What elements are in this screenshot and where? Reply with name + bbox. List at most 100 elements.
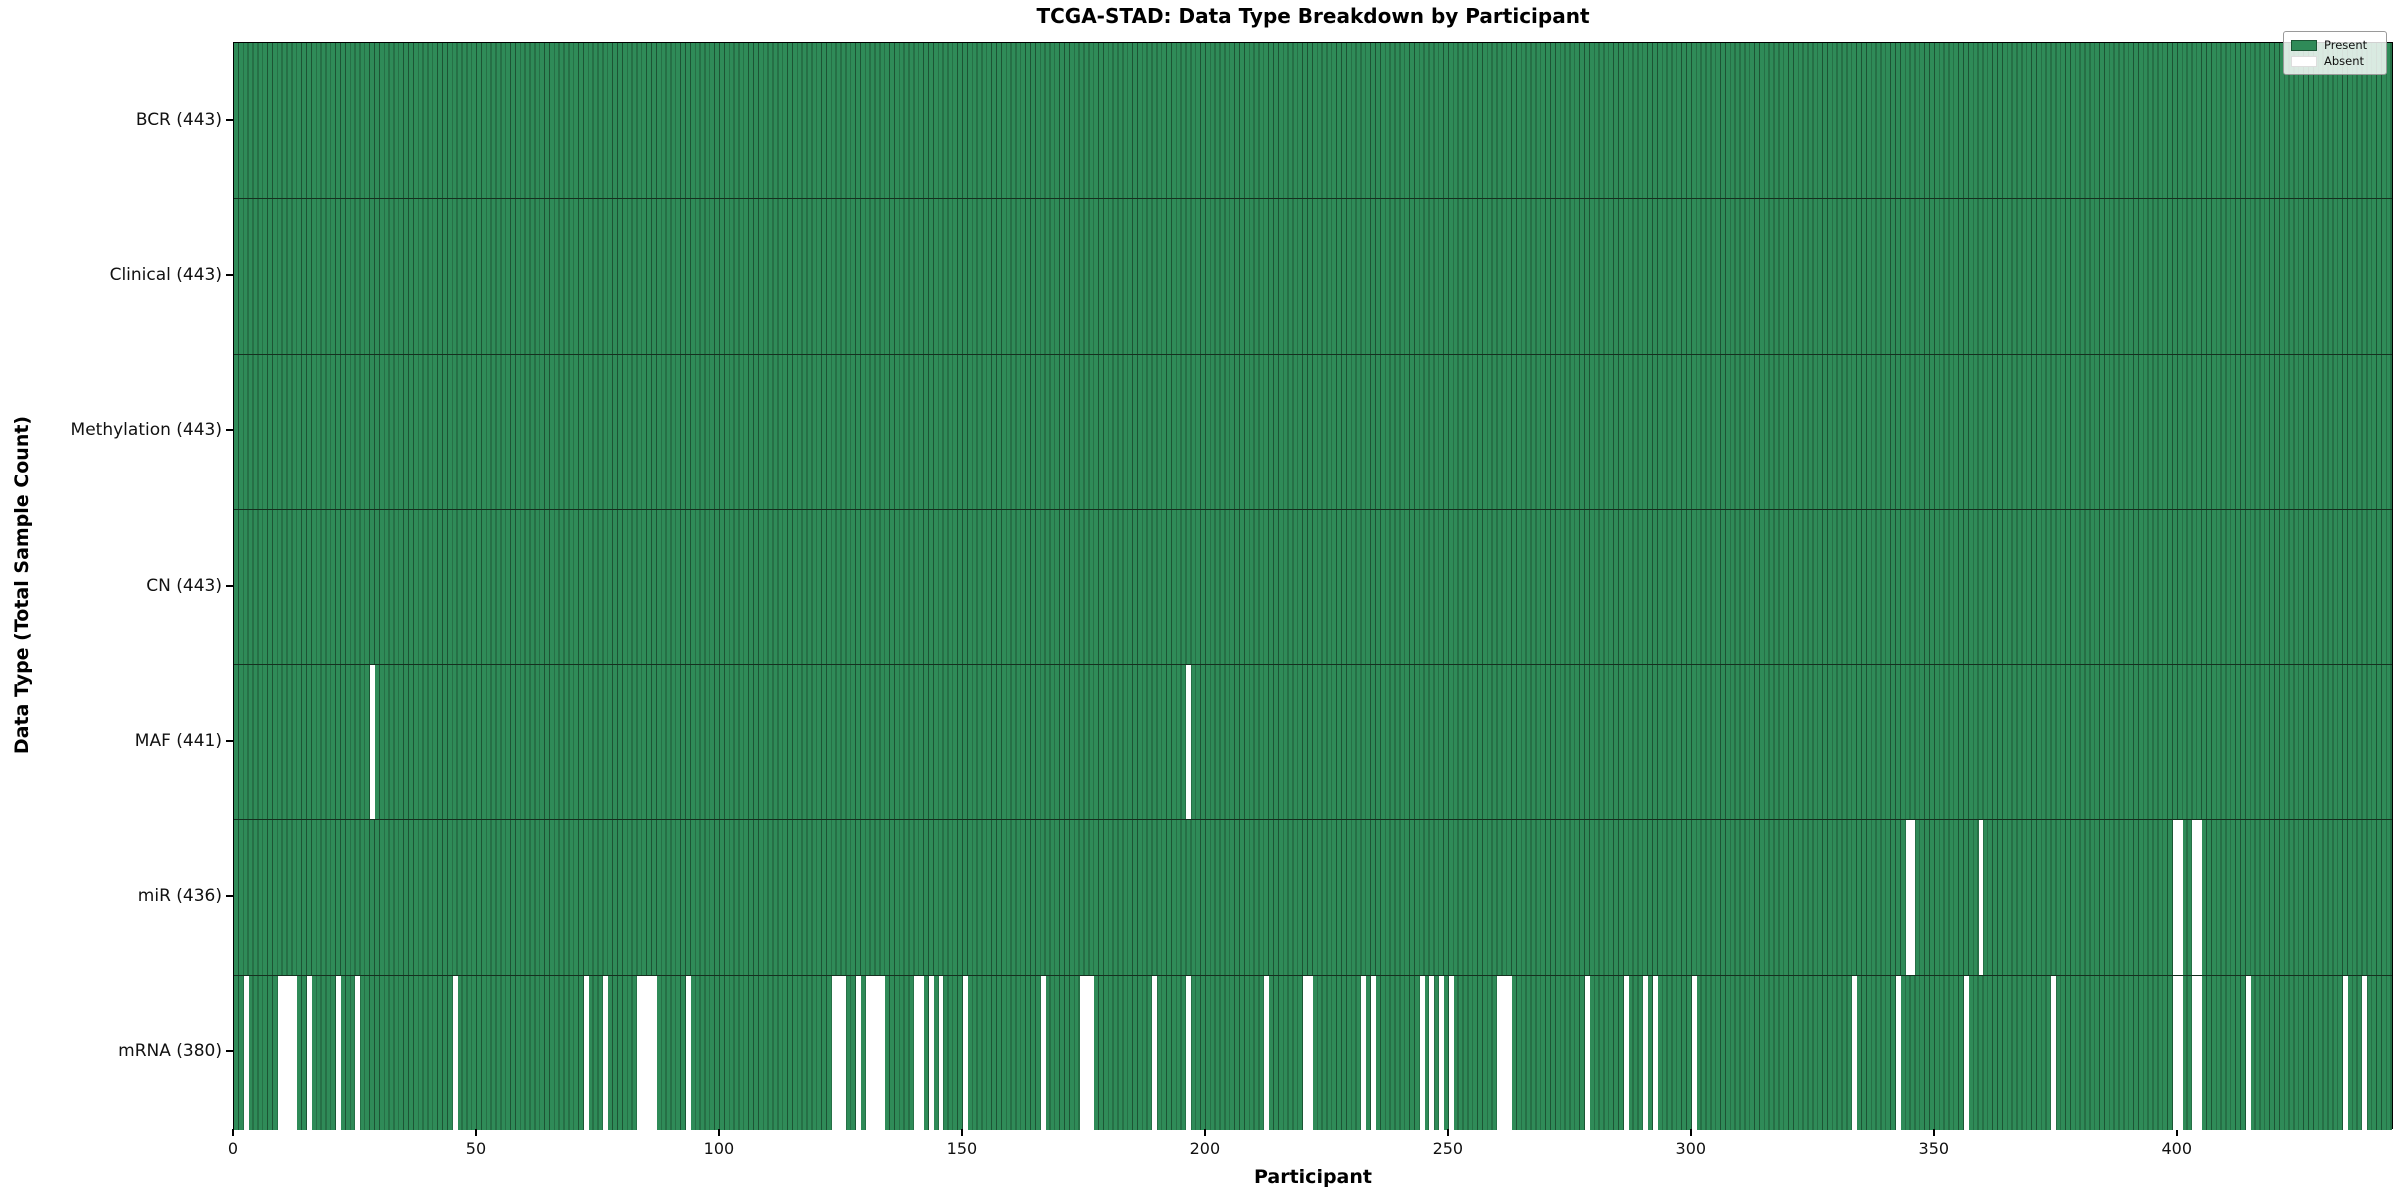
present-swatch-icon	[2291, 39, 2317, 51]
absent-cell	[647, 974, 652, 1130]
absent-cell	[1978, 819, 1984, 975]
x-tick-label: 300	[1675, 1139, 1707, 1158]
absent-cell	[831, 974, 837, 1130]
x-tick-label: 100	[703, 1139, 735, 1158]
absent-cell	[1852, 974, 1858, 1130]
absent-cell	[642, 974, 648, 1130]
y-tick-mark	[226, 895, 233, 898]
y-tick-mark	[226, 1050, 233, 1053]
absent-cell	[2362, 974, 2368, 1130]
absent-cell	[1439, 974, 1444, 1130]
absent-cell	[1089, 974, 1095, 1130]
absent-cell	[1419, 974, 1425, 1130]
x-tick-mark	[1446, 1129, 1449, 1136]
y-tick-label: MAF (441)	[134, 730, 222, 751]
y-tick-label: mRNA (380)	[118, 1041, 222, 1062]
absent-cell	[2342, 974, 2348, 1130]
absent-cell	[1307, 974, 1313, 1130]
x-axis-label: Participant	[1253, 1166, 1372, 1188]
x-tick-mark	[474, 1129, 477, 1136]
absent-cell	[243, 974, 249, 1130]
heatmap-row-clinical	[234, 198, 2392, 354]
legend-label-present: Present	[2324, 38, 2368, 52]
x-tick-mark	[717, 1129, 720, 1136]
absent-cell	[2192, 819, 2198, 975]
absent-cell	[1895, 974, 1901, 1130]
absent-cell	[1448, 974, 1454, 1130]
heatmap-row-methylation	[234, 353, 2392, 509]
y-tick-mark	[226, 739, 233, 742]
absent-cell	[1584, 974, 1590, 1130]
absent-cell	[1691, 974, 1697, 1130]
absent-cell	[306, 974, 312, 1130]
absent-cell	[856, 974, 861, 1130]
absent-cell	[287, 974, 293, 1130]
absent-cell	[1429, 974, 1435, 1130]
absent-cell	[919, 974, 925, 1130]
absent-cell	[355, 974, 361, 1130]
row-separator	[234, 508, 2392, 510]
y-tick-label: miR (436)	[137, 886, 222, 907]
absent-cell	[1264, 974, 1270, 1130]
x-tick-label: 250	[1432, 1139, 1464, 1158]
absent-cell	[875, 974, 881, 1130]
absent-cell	[1623, 974, 1629, 1130]
x-tick-mark	[960, 1129, 963, 1136]
absent-cell	[914, 974, 920, 1130]
y-tick-label: BCR (443)	[135, 109, 222, 130]
absent-cell	[962, 974, 968, 1130]
absent-cell	[1643, 974, 1649, 1130]
y-tick-mark	[226, 273, 233, 276]
absent-cell	[452, 974, 458, 1130]
chart-title: TCGA-STAD: Data Type Breakdown by Partic…	[1036, 4, 1590, 28]
absent-cell	[1361, 974, 1367, 1130]
x-tick-label: 50	[465, 1139, 487, 1158]
heatmap-row-mrna	[234, 974, 2392, 1130]
absent-cell	[2197, 819, 2203, 975]
absent-cell	[583, 974, 589, 1130]
absent-cell	[1303, 974, 1308, 1130]
absent-cell	[336, 974, 341, 1130]
x-tick-label: 150	[946, 1139, 978, 1158]
absent-cell	[1905, 819, 1911, 975]
x-tick-mark	[1689, 1129, 1692, 1136]
row-separator	[234, 353, 2392, 355]
absent-cell	[292, 974, 298, 1130]
x-tick-mark	[1932, 1129, 1935, 1136]
absent-cell	[603, 974, 609, 1130]
absent-cell	[2177, 819, 2183, 975]
absent-cell	[1502, 974, 1508, 1130]
absent-cell	[1084, 974, 1090, 1130]
absent-cell	[2197, 974, 2203, 1130]
row-separator	[234, 664, 2392, 666]
y-tick-label: Clinical (443)	[109, 264, 222, 285]
legend: Present Absent	[2283, 31, 2387, 75]
absent-cell	[2172, 974, 2178, 1130]
row-separator	[234, 198, 2392, 200]
row-separator	[234, 819, 2392, 821]
absent-cell	[370, 664, 375, 820]
y-tick-label: Methylation (443)	[70, 420, 222, 441]
heatmap-row-bcr	[234, 43, 2392, 199]
x-tick-label: 350	[1918, 1139, 1950, 1158]
absent-cell	[1652, 974, 1658, 1130]
absent-cell	[865, 974, 871, 1130]
absent-cell	[1507, 974, 1513, 1130]
absent-cell	[282, 974, 288, 1130]
absent-cell	[1371, 974, 1376, 1130]
absent-cell	[880, 974, 886, 1130]
absent-cell	[2177, 974, 2183, 1130]
row-separator	[234, 974, 2392, 976]
absent-cell	[928, 974, 934, 1130]
absent-cell	[1079, 974, 1085, 1130]
absent-cell	[841, 974, 847, 1130]
absent-cell	[685, 974, 691, 1130]
heatmap-row-mir	[234, 819, 2392, 975]
x-tick-mark	[2175, 1129, 2178, 1136]
absent-cell	[938, 974, 944, 1130]
y-tick-mark	[226, 429, 233, 432]
legend-entry-absent: Absent	[2291, 53, 2379, 69]
absent-cell	[1152, 974, 1158, 1130]
absent-cell	[1186, 974, 1192, 1130]
